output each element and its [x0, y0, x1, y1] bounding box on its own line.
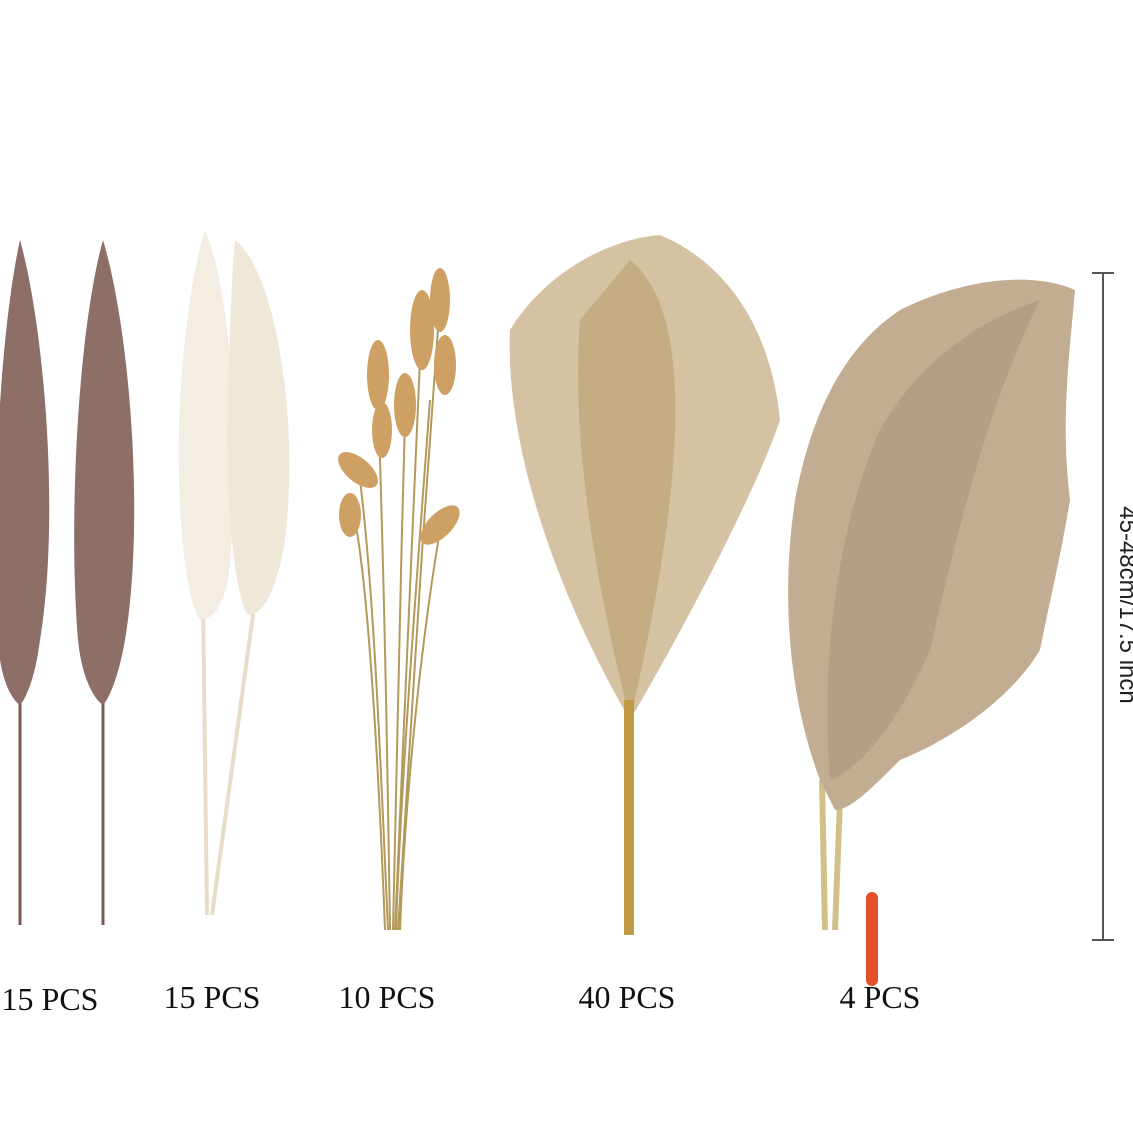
brown-pampas	[0, 240, 135, 925]
white-pampas	[178, 230, 290, 916]
bunny-tails	[338, 268, 460, 931]
reed-bouquet	[509, 235, 780, 935]
height-measure	[1092, 272, 1114, 941]
quantity-label: 10 PCS	[339, 979, 436, 1015]
quantity-label: 15 PCS	[164, 979, 261, 1015]
fluffy-pampas	[788, 279, 1075, 931]
quantity-label: 15 PCS	[2, 981, 99, 1017]
quantity-label: 40 PCS	[579, 979, 676, 1015]
orange-marker	[866, 892, 878, 986]
quantity-label: 4 PCS	[840, 979, 921, 1015]
height-label: 45-48cm/17.5 inch	[1114, 506, 1133, 703]
